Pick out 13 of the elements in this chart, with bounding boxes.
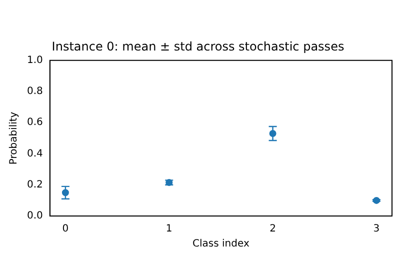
y-tick-label: 0.8 <box>26 86 43 98</box>
x-tick-label: 1 <box>166 224 172 235</box>
chart-title: Instance 0: mean ± std across stochastic passes <box>52 39 344 54</box>
x-tick-label: 3 <box>373 224 380 235</box>
x-tick-label: 0 <box>62 224 69 235</box>
x-tick-label: 2 <box>270 224 276 235</box>
y-tick-label: 0.4 <box>26 148 43 160</box>
y-tick-label: 0.6 <box>26 117 43 128</box>
y-axis-title: Probability <box>8 112 20 165</box>
x-axis-title: Class index <box>192 238 250 250</box>
y-tick-label: 0.0 <box>26 210 43 222</box>
y-tick-label: 1.0 <box>26 54 43 66</box>
y-tick-label: 0.2 <box>26 179 43 190</box>
